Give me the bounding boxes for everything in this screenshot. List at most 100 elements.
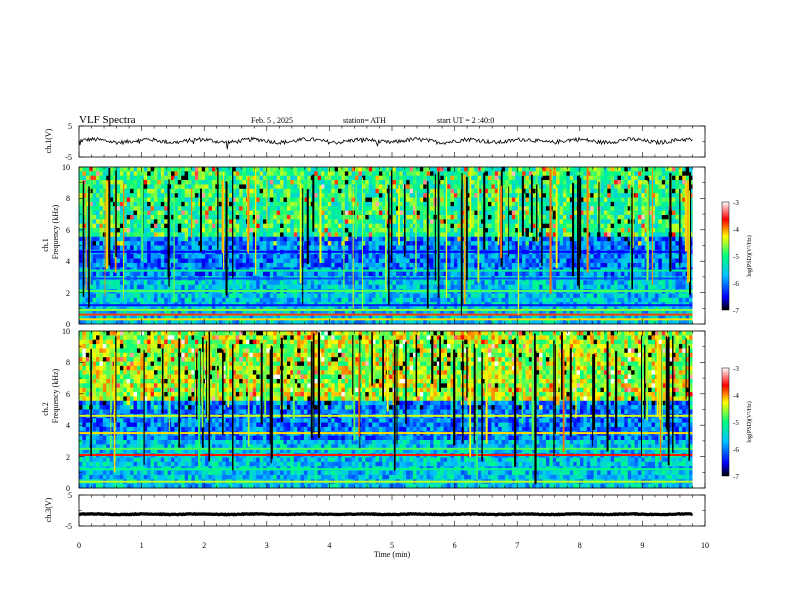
spectrogram-cell <box>539 258 543 264</box>
spectrogram-cell <box>573 232 577 238</box>
spectrogram-cell <box>637 214 642 220</box>
spectrogram-cell <box>562 228 567 233</box>
spectrogram-cell <box>286 167 291 172</box>
spectrogram-cell <box>171 193 175 198</box>
spectrogram-cell <box>344 223 349 229</box>
spectrogram-cell <box>385 206 390 212</box>
spectrogram-cell <box>661 245 666 251</box>
start-time-label: start UT = 2 :40:0 <box>437 116 494 125</box>
spectrogram-cell <box>556 236 560 242</box>
spectrogram-cell <box>232 188 237 194</box>
spectrogram-cell <box>208 245 213 251</box>
spectrogram-cell <box>665 219 670 225</box>
spectrogram-cell <box>511 214 516 220</box>
spectrogram-cell <box>314 184 318 190</box>
spectrogram-cell <box>341 214 346 220</box>
spectrogram-cell <box>413 236 417 242</box>
spectrogram-cell <box>372 184 376 190</box>
spectrogram-cell <box>368 188 373 194</box>
spectrogram-cell <box>522 201 526 207</box>
spectrogram-cell <box>290 175 295 181</box>
spectrogram-cell <box>426 175 431 181</box>
spectrogram-cell <box>457 258 462 264</box>
spectrogram-cell <box>406 280 410 286</box>
spectrogram-cell <box>85 184 90 190</box>
spectrogram-cell <box>157 210 162 216</box>
spectrogram-cell <box>171 175 175 181</box>
spectrogram-cell <box>341 197 346 203</box>
spectrogram-cell <box>624 262 629 268</box>
spectrogram-cell <box>211 219 216 225</box>
spectrogram-cell <box>566 236 571 242</box>
spectrogram-cell <box>92 241 97 246</box>
spectrogram-cell <box>320 193 325 198</box>
spectrogram-cell <box>348 280 353 286</box>
spectrogram-cell <box>344 167 349 172</box>
spectrogram-cell <box>658 171 663 177</box>
spectrogram-cell <box>314 245 318 251</box>
spectrogram-cell <box>440 258 445 264</box>
spectrogram-cell <box>470 271 475 277</box>
spectrogram-cell <box>205 271 209 277</box>
spectrogram-cell <box>634 236 639 242</box>
spectrogram-cell <box>508 193 513 198</box>
spectrogram-cell <box>232 236 237 242</box>
spectrogram-cell <box>453 262 458 268</box>
spectrogram-cell <box>682 210 687 216</box>
spectrogram-cell <box>130 167 134 172</box>
spectrogram-cell <box>225 175 230 181</box>
spectrogram-cell <box>399 271 404 277</box>
spectrogram-cell <box>211 188 216 194</box>
spectrogram-cell <box>562 236 567 242</box>
spectrogram-cell <box>467 197 472 203</box>
spectrogram-cell <box>661 175 666 181</box>
spectrogram-cell <box>447 236 451 242</box>
spectrogram-cell <box>303 219 308 225</box>
spectrogram-cell <box>307 232 312 238</box>
spectrogram-cell <box>167 175 172 181</box>
spectrogram-cell <box>194 258 199 264</box>
spectrogram-cell <box>153 184 158 190</box>
spectrogram-cell <box>464 188 468 194</box>
spectrogram-cell <box>395 201 400 207</box>
spectrogram-cell <box>556 210 560 216</box>
spectrogram-cell <box>320 271 325 277</box>
spectrogram-cell <box>116 262 121 268</box>
spectrogram-cell <box>273 193 278 198</box>
spectrogram-cell <box>416 188 421 194</box>
spectrogram-cell <box>119 245 124 251</box>
spectrogram-cell <box>136 241 141 246</box>
spectrogram-cell <box>484 184 489 190</box>
spectrogram-cell <box>505 241 509 246</box>
spectrogram-cell <box>375 175 380 181</box>
spectrogram-cell <box>583 193 588 198</box>
spectrogram-cell <box>160 271 165 277</box>
spectrogram-cell <box>358 180 363 185</box>
spectrogram-cell <box>99 180 104 185</box>
spectrogram-cell <box>494 241 499 246</box>
spectrogram-cell <box>331 280 336 286</box>
spectrogram-cell <box>160 254 165 259</box>
spectrogram-cell <box>314 271 318 277</box>
spectrogram-cell <box>641 223 646 229</box>
spectrogram-cell <box>92 219 97 225</box>
spectrogram-cell <box>130 193 134 198</box>
spectrogram-cell <box>205 188 209 194</box>
spectrogram-cell <box>338 223 342 229</box>
spectrogram-cell <box>228 219 233 225</box>
spectrogram-cell <box>651 210 656 216</box>
spectrogram-cell <box>157 175 162 181</box>
spectrogram-cell <box>525 223 530 229</box>
spectrogram-cell <box>266 180 271 185</box>
spectrogram-cell <box>481 228 485 233</box>
spectrogram-cell <box>413 258 417 264</box>
spectrogram-cell <box>600 271 605 277</box>
spectrogram-cell <box>416 184 421 190</box>
spectrogram-cell <box>573 228 577 233</box>
spectrogram-cell <box>136 175 141 181</box>
spectrogram-cell <box>324 193 329 198</box>
spectrogram-cell <box>263 206 267 212</box>
spectrogram-cell <box>672 280 676 286</box>
spectrogram-cell <box>378 241 383 246</box>
spectrogram-cell <box>188 184 192 190</box>
